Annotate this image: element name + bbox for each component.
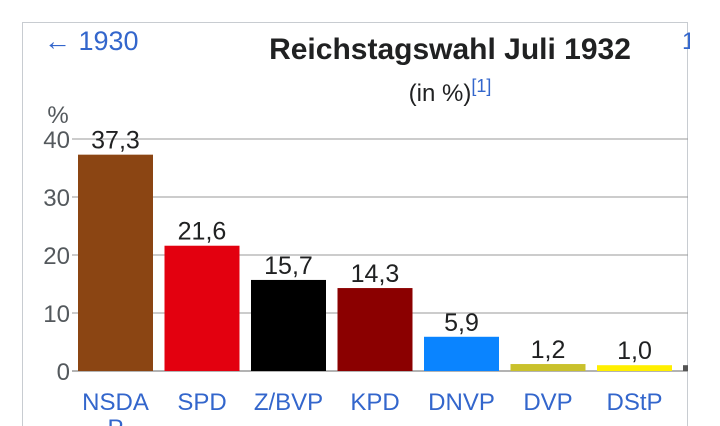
y-tick-label-40: 40 <box>43 127 70 154</box>
bar-spd <box>164 245 240 371</box>
data-label-z-bvp: 15,7 <box>264 252 313 280</box>
bar-z-bvp <box>251 279 326 371</box>
bar-nsdap <box>78 154 153 371</box>
x-tick-label-dnvp: DNVP <box>428 389 495 416</box>
data-label-nsdap: 37,3 <box>91 127 140 155</box>
y-tick-label-0: 0 <box>57 359 70 386</box>
data-label-dstp: 1,0 <box>617 337 652 365</box>
bar-dstp <box>597 365 672 371</box>
data-label-spd: 21,6 <box>178 218 227 246</box>
bar-dnvp <box>424 336 499 371</box>
x-tick-label-z-bvp: Z/BVP <box>254 389 323 416</box>
y-tick-label-30: 30 <box>43 185 70 212</box>
bar-dvp <box>510 364 586 371</box>
bar-partial-next <box>683 365 688 371</box>
previous-election-link[interactable]: ← 1930 <box>44 26 139 56</box>
bar-kpd <box>337 288 413 371</box>
x-tick-label-dstp: DStP <box>606 389 662 416</box>
chart-title: Reichstagswahl Juli 1932 <box>269 33 631 66</box>
chart-subtitle: (in %) <box>408 80 472 107</box>
data-label-dvp: 1,2 <box>531 336 566 364</box>
x-tick-label-spd: SPD <box>177 389 226 416</box>
data-label-kpd: 14,3 <box>351 260 400 288</box>
x-tick-label-kpd: KPD <box>350 389 399 416</box>
y-tick-label-20: 20 <box>43 243 70 270</box>
y-tick-label-10: 10 <box>43 301 70 328</box>
chart-title-wrap: Reichstagswahl Juli 1932 <box>230 33 670 67</box>
chart-subtitle-wrap: (in %)[1] <box>230 76 670 108</box>
next-election-link[interactable]: 1 <box>682 28 690 55</box>
chart-frame <box>22 22 688 426</box>
footnote-link[interactable]: [1] <box>471 76 492 96</box>
x-tick-label-dvp: DVP <box>523 389 572 416</box>
data-label-dnvp: 5,9 <box>444 309 479 337</box>
y-axis-label: % <box>47 102 68 129</box>
x-tick-label-nsdap: NSDAP <box>82 389 149 426</box>
